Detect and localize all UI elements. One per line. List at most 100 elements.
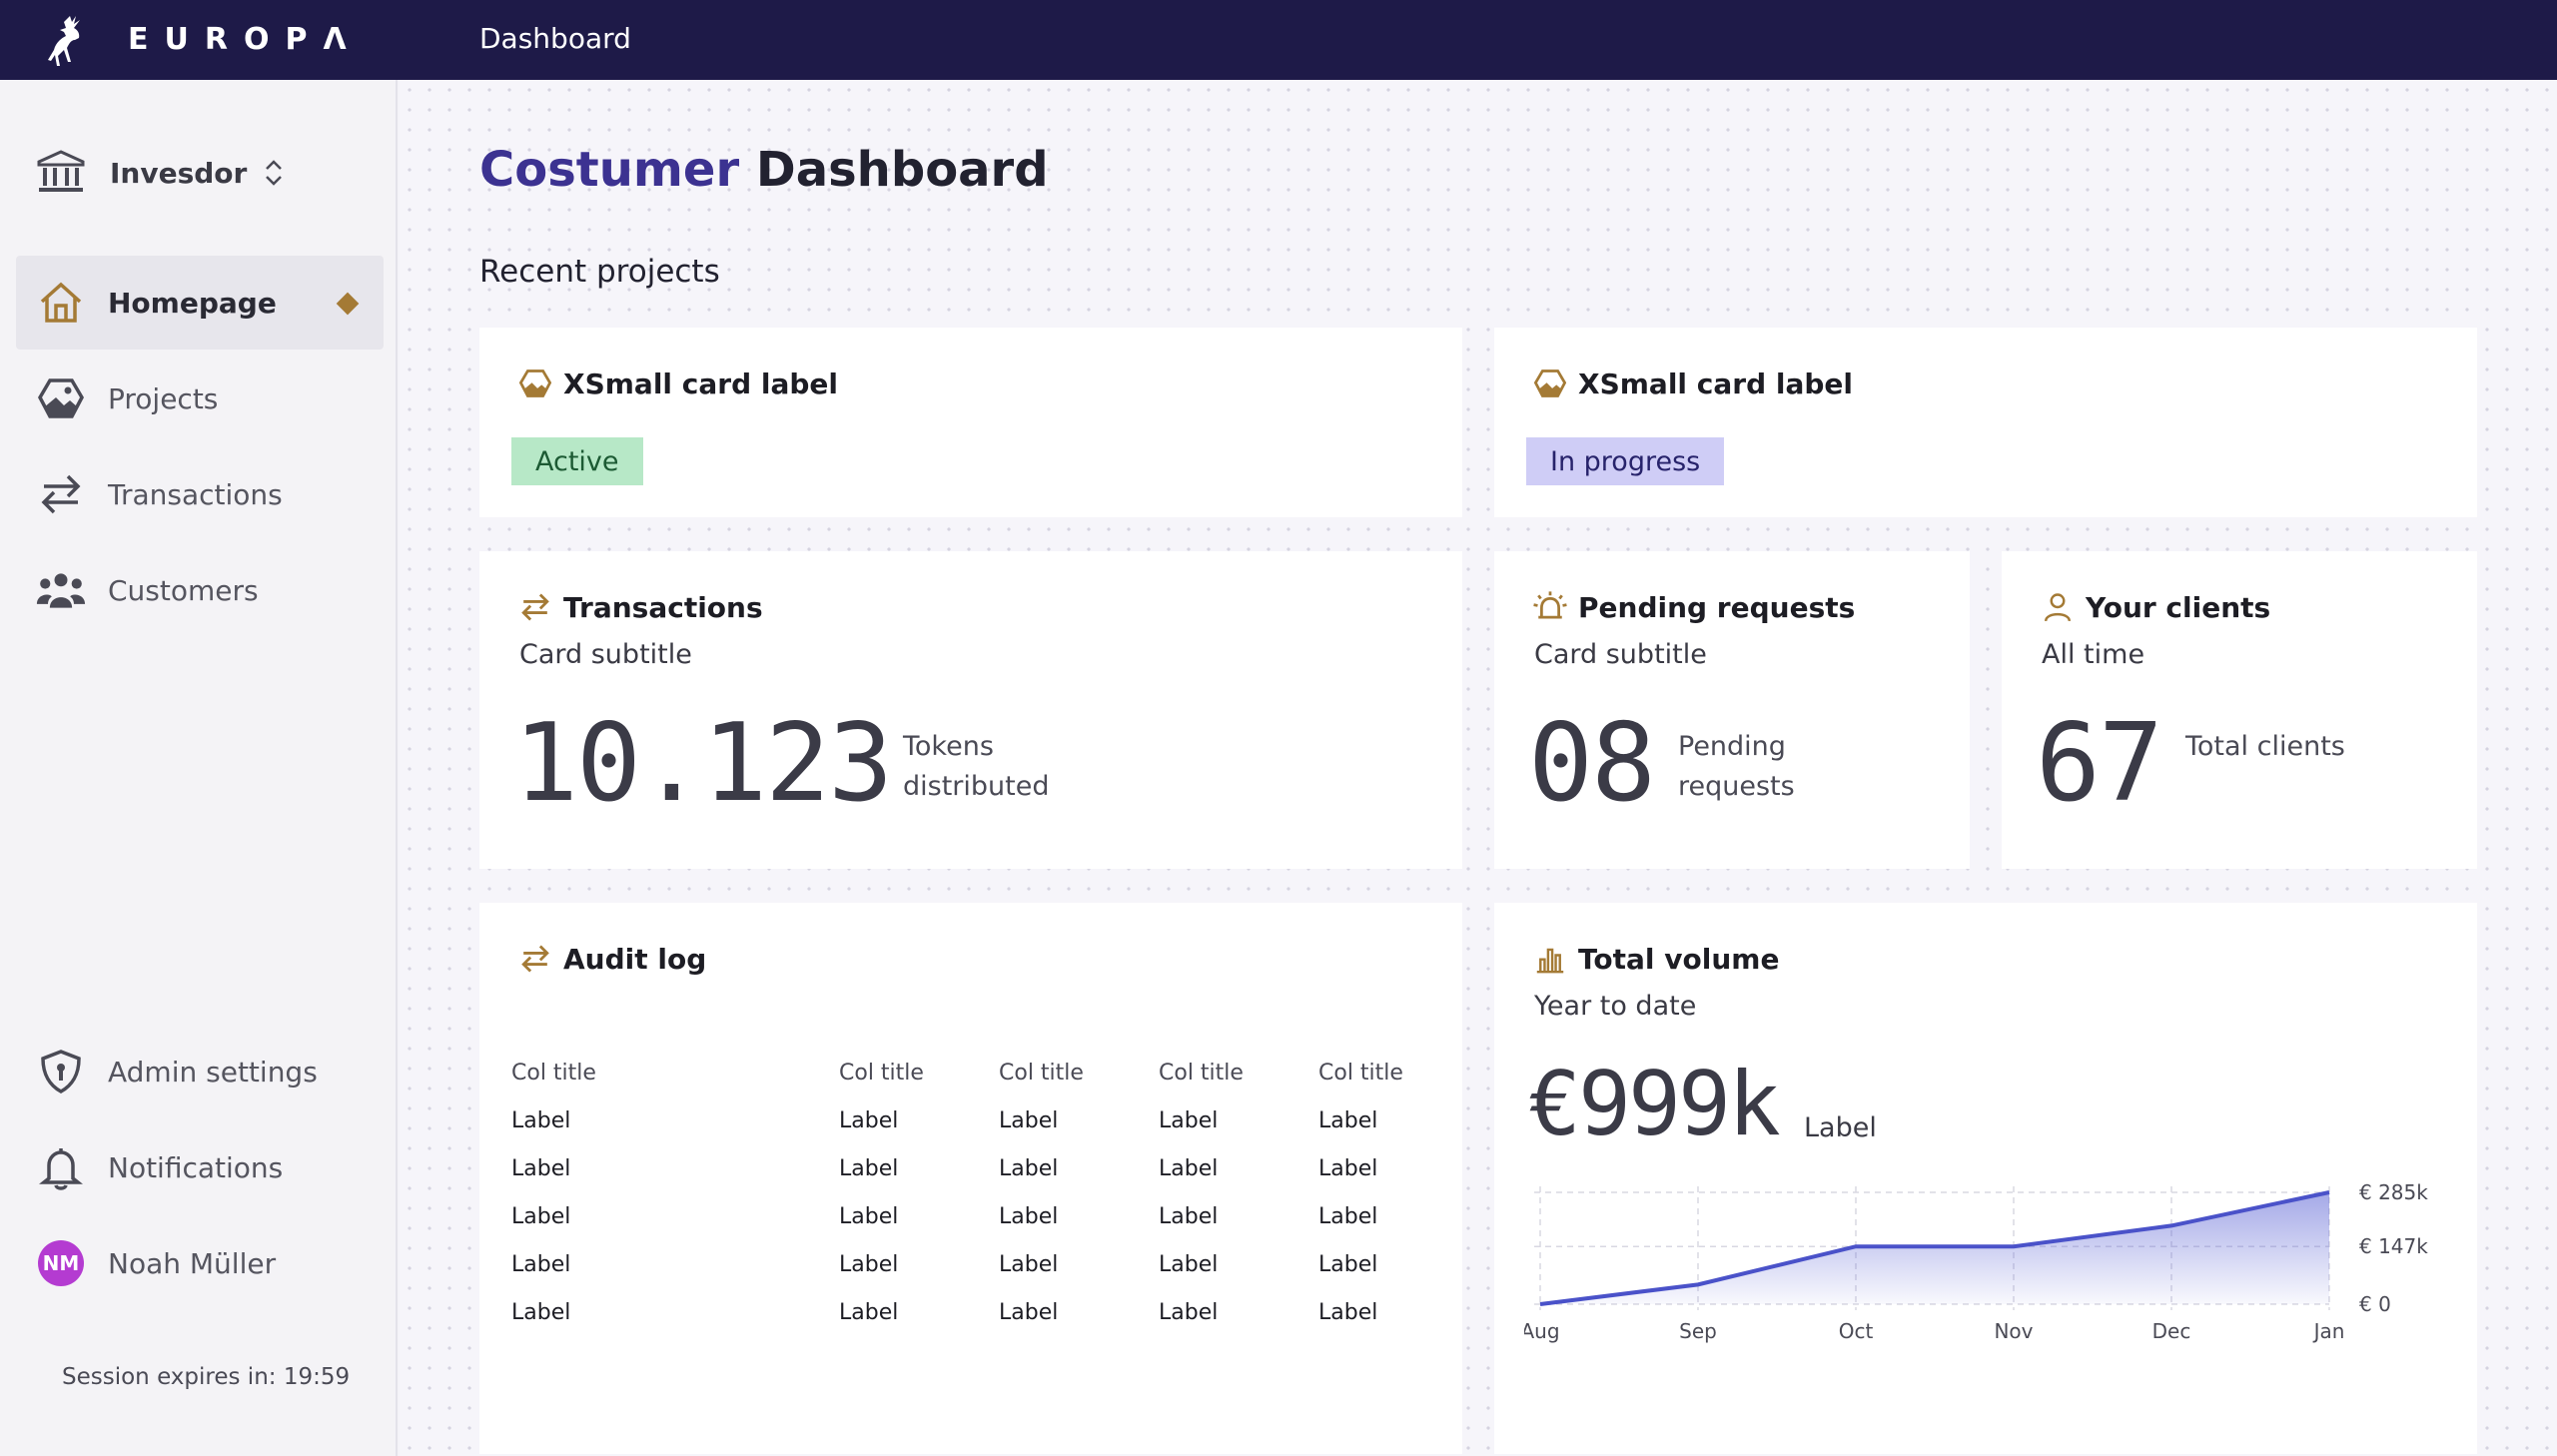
avatar-wrapper: NM [36, 1238, 86, 1288]
table-cell: Label [999, 1107, 1059, 1133]
x-tick-label: Sep [1679, 1319, 1717, 1343]
project-card[interactable]: XSmall card label Active [479, 328, 1462, 517]
y-tick-label: € 147k [2359, 1234, 2428, 1258]
bank-icon [37, 150, 85, 192]
page-title-accent: Costumer [479, 142, 740, 198]
page-title-rest: Dashboard [739, 142, 1049, 198]
table-header-row: Col title Col title Col title Col title … [511, 1049, 1478, 1096]
x-tick-label: Dec [2152, 1319, 2191, 1343]
card-title: Your clients [2086, 590, 2271, 624]
project-card[interactable]: XSmall card label In progress [1494, 328, 2477, 517]
status-badge: In progress [1526, 437, 1725, 485]
table-row[interactable]: Label Label Label Label Label [511, 1288, 1478, 1336]
table-cell: Label [1159, 1107, 1219, 1133]
arrows-swap-icon [36, 469, 86, 519]
sidebar-item-label: Admin settings [108, 1055, 318, 1089]
table-row[interactable]: Label Label Label Label Label [511, 1096, 1478, 1144]
avatar: NM [38, 1240, 84, 1286]
image-icon [36, 373, 86, 423]
alarm-bell-icon [1532, 589, 1568, 625]
series-line [1539, 1190, 2330, 1306]
section-title: Recent projects [479, 254, 720, 290]
card-title: Total volume [1578, 942, 1780, 976]
x-tick-label: Jan [2312, 1319, 2345, 1343]
x-tick-label: Aug [1524, 1319, 1560, 1343]
metric-caption: Tokens distributed [903, 731, 1050, 802]
deer-logo-icon[interactable] [40, 12, 92, 68]
image-icon [517, 365, 553, 401]
card-header: Total volume [1532, 941, 1779, 977]
status-badge: Active [511, 437, 643, 485]
bar-chart-icon [1532, 941, 1568, 977]
table-cell: Label [839, 1203, 899, 1229]
sidebar-item-label: Transactions [108, 477, 283, 511]
card-header: XSmall card label [517, 365, 838, 401]
clients-card: Your clients All time 67 Total clients [2002, 551, 2477, 869]
metric-value: 08 [1528, 701, 1656, 826]
metric-caption: Total clients [2185, 731, 2345, 762]
table-cell: Label [999, 1203, 1059, 1229]
table-cell: Label [839, 1155, 899, 1181]
image-icon [1532, 365, 1568, 401]
sidebar-item-homepage[interactable]: Homepage [16, 256, 384, 350]
table-cell: Label [1318, 1251, 1378, 1277]
sidebar: Invesdor Homepage Projects Transactions … [0, 80, 398, 1456]
column-header[interactable]: Col title [1159, 1060, 1244, 1086]
table-cell: Label [511, 1251, 571, 1277]
sidebar-item-transactions[interactable]: Transactions [16, 447, 384, 541]
pending-requests-card: Pending requests Card subtitle 08 Pendin… [1494, 551, 1970, 869]
volume-area-chart[interactable]: Aug Sep Oct Nov Dec Jan € 285k € 147k € 0 [1524, 1172, 2463, 1352]
table-row[interactable]: Label Label Label Label Label [511, 1240, 1478, 1288]
metric-value: €999k [1528, 1053, 1781, 1155]
table-cell: Label [1159, 1155, 1219, 1181]
x-tick-label: Nov [1994, 1319, 2033, 1343]
org-switcher[interactable]: Invesdor [36, 150, 287, 196]
session-timer: Session expires in: 19:59 [62, 1364, 351, 1390]
table-cell: Label [1318, 1107, 1378, 1133]
chevron-up-down-icon [266, 160, 283, 186]
card-header: Transactions [517, 589, 763, 625]
sidebar-item-label: Projects [108, 381, 219, 415]
table-row[interactable]: Label Label Label Label Label [511, 1144, 1478, 1192]
column-header[interactable]: Col title [1318, 1060, 1403, 1086]
sidebar-item-label: Notifications [108, 1150, 284, 1184]
top-bar: EUROPΛ Dashboard [0, 0, 2557, 80]
y-tick-label: € 285k [2359, 1180, 2428, 1204]
card-title: XSmall card label [1578, 366, 1853, 400]
card-header: Audit log [517, 941, 706, 977]
column-header[interactable]: Col title [839, 1060, 924, 1086]
card-title: Audit log [563, 942, 707, 976]
table-cell: Label [999, 1251, 1059, 1277]
table-cell: Label [1159, 1299, 1219, 1325]
table-cell: Label [1159, 1251, 1219, 1277]
card-title: XSmall card label [563, 366, 838, 400]
sidebar-item-label: Customers [108, 573, 259, 607]
audit-log-card: Audit log Col title Col title Col title … [479, 903, 1462, 1454]
x-tick-label: Oct [1839, 1319, 1874, 1343]
table-cell: Label [999, 1155, 1059, 1181]
brand-name: EUROPΛ [128, 22, 363, 57]
users-icon [36, 565, 86, 615]
card-header: Your clients [2040, 589, 2270, 625]
main-content: Costumer Dashboard Recent projects XSmal… [400, 80, 2557, 1456]
sidebar-item-profile[interactable]: NM Noah Müller [16, 1216, 384, 1310]
metric-caption: Label [1804, 1112, 1877, 1143]
sidebar-item-customers[interactable]: Customers [16, 543, 384, 637]
sidebar-item-notifications[interactable]: Notifications [16, 1120, 384, 1214]
table-row[interactable]: Label Label Label Label Label [511, 1192, 1478, 1240]
page-title: Costumer Dashboard [479, 142, 1049, 198]
user-name: Noah Müller [108, 1246, 277, 1280]
table-cell: Label [1159, 1203, 1219, 1229]
column-header[interactable]: Col title [999, 1060, 1084, 1086]
column-header[interactable]: Col title [511, 1060, 596, 1086]
sidebar-item-projects[interactable]: Projects [16, 352, 384, 445]
arrows-swap-icon [517, 941, 553, 977]
table-cell: Label [511, 1155, 571, 1181]
transactions-card: Transactions Card subtitle 10.123 Tokens… [479, 551, 1462, 869]
table-cell: Label [1318, 1299, 1378, 1325]
card-subtitle: All time [2042, 639, 2145, 670]
card-title: Pending requests [1578, 590, 1856, 624]
card-subtitle: Card subtitle [519, 639, 692, 670]
card-header: XSmall card label [1532, 365, 1853, 401]
sidebar-item-admin-settings[interactable]: Admin settings [16, 1025, 384, 1118]
